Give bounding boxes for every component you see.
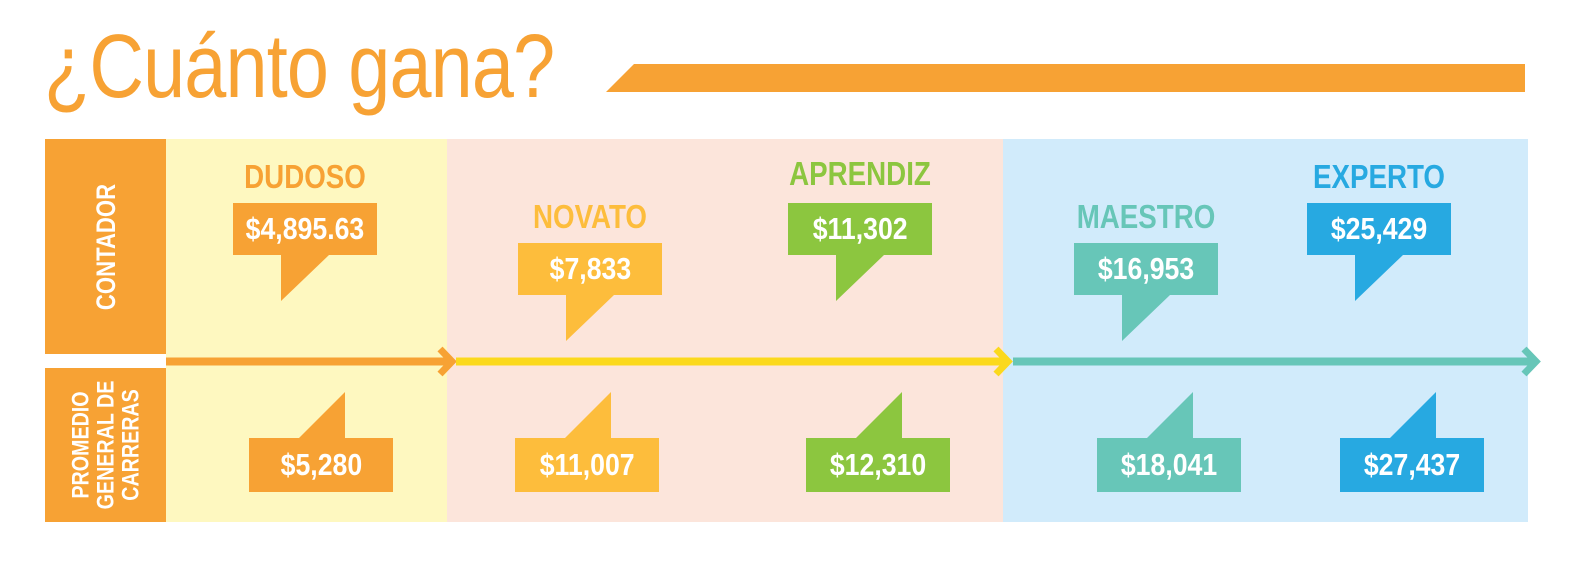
promedio-value-aprendiz: $12,310 <box>806 392 950 492</box>
arrow-teal-head <box>1521 346 1541 377</box>
bubble-shape <box>1097 392 1241 492</box>
promedio-value-text: $12,310 <box>829 447 927 482</box>
arrow-yellow-head <box>993 346 1013 377</box>
contador-value-novato: $7,833 <box>518 243 662 343</box>
row-header-promedio: PROMEDIO GENERAL DE CARRERAS <box>45 368 166 522</box>
promedio-value-dudoso: $5,280 <box>249 392 393 492</box>
bubble-shape <box>788 203 932 301</box>
promedio-value-text: $27,437 <box>1363 447 1461 482</box>
page-title: ¿Cuánto gana? <box>44 17 555 117</box>
bubble-shape <box>1307 203 1451 301</box>
promedio-value-maestro: $18,041 <box>1097 392 1241 492</box>
promedio-value-text: $11,007 <box>539 447 635 482</box>
level-label-maestro: MAESTRO <box>1076 198 1216 235</box>
bubble-shape <box>1074 243 1218 341</box>
level-label-dudoso: DUDOSO <box>244 158 366 195</box>
arrow-orange-head <box>437 346 457 377</box>
level-label-aprendiz: APRENDIZ <box>789 155 931 192</box>
bubble-shape <box>515 392 659 492</box>
bubble-shape <box>1340 392 1484 492</box>
contador-value-maestro: $16,953 <box>1074 243 1218 343</box>
contador-value-text: $4,895.63 <box>245 211 365 246</box>
contador-value-dudoso: $4,895.63 <box>233 203 377 303</box>
level-label-novato: NOVATO <box>533 198 647 235</box>
row-header-contador: CONTADOR <box>45 139 166 354</box>
contador-value-experto: $25,429 <box>1307 203 1451 303</box>
title-underline-bar <box>606 64 1525 92</box>
promedio-value-novato: $11,007 <box>515 392 659 492</box>
contador-value-text: $11,302 <box>812 211 908 246</box>
bubble-shape <box>518 243 662 341</box>
contador-value-aprendiz: $11,302 <box>788 203 932 303</box>
bubble-shape <box>233 203 377 301</box>
contador-value-text: $7,833 <box>549 251 631 286</box>
promedio-value-text: $5,280 <box>280 447 362 482</box>
level-label-experto: EXPERTO <box>1313 158 1445 195</box>
bubble-shape <box>249 392 393 492</box>
contador-value-text: $16,953 <box>1097 251 1195 286</box>
contador-value-text: $25,429 <box>1330 211 1428 246</box>
promedio-value-experto: $27,437 <box>1340 392 1484 492</box>
promedio-value-text: $18,041 <box>1120 447 1218 482</box>
bubble-shape <box>806 392 950 492</box>
